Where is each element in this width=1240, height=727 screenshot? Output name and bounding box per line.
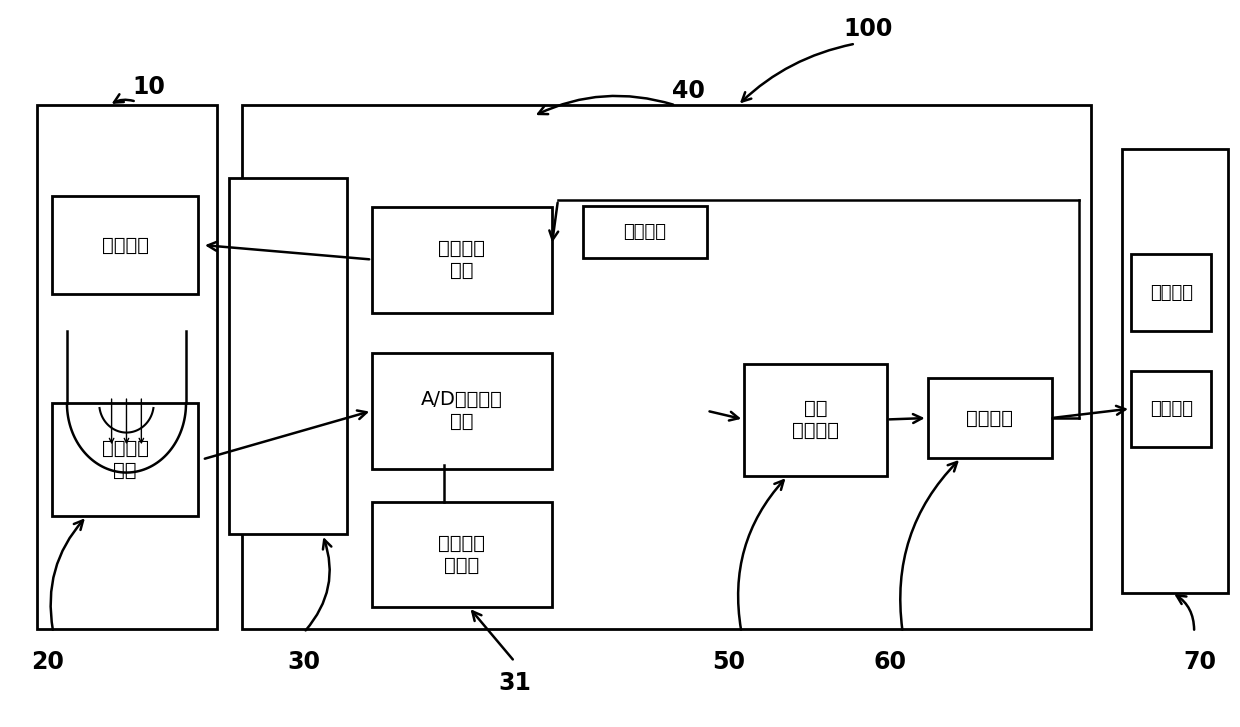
Text: 100: 100: [843, 17, 893, 41]
FancyBboxPatch shape: [52, 403, 198, 516]
Text: 信噪比优
化模块: 信噪比优 化模块: [439, 534, 485, 575]
Text: 31: 31: [498, 671, 531, 696]
FancyBboxPatch shape: [37, 105, 217, 629]
Text: 70: 70: [1184, 649, 1216, 674]
Text: 光电转换
单元: 光电转换 单元: [102, 439, 149, 481]
FancyBboxPatch shape: [52, 196, 198, 294]
FancyBboxPatch shape: [372, 207, 552, 313]
Text: 采样系统: 采样系统: [624, 223, 666, 241]
Text: 通讯单元: 通讯单元: [966, 409, 1013, 427]
FancyBboxPatch shape: [242, 105, 1091, 629]
Text: A/D模数转换
单元: A/D模数转换 单元: [420, 390, 503, 431]
Text: 显示单元: 显示单元: [1149, 400, 1193, 418]
Text: 50: 50: [713, 649, 745, 674]
FancyBboxPatch shape: [372, 353, 552, 469]
FancyBboxPatch shape: [1131, 371, 1211, 447]
Text: 算法
处理单元: 算法 处理单元: [792, 399, 838, 441]
FancyBboxPatch shape: [372, 502, 552, 607]
FancyBboxPatch shape: [928, 378, 1052, 458]
Text: 10: 10: [133, 75, 165, 100]
Text: 60: 60: [874, 649, 906, 674]
Text: 20: 20: [31, 649, 63, 674]
FancyBboxPatch shape: [353, 116, 707, 622]
Text: 驱动调节
单元: 驱动调节 单元: [439, 239, 485, 281]
Text: 其它单元: 其它单元: [1149, 284, 1193, 302]
Text: 发光单元: 发光单元: [102, 236, 149, 255]
Text: 40: 40: [672, 79, 704, 103]
FancyBboxPatch shape: [583, 206, 707, 258]
FancyBboxPatch shape: [744, 364, 887, 476]
FancyBboxPatch shape: [1131, 254, 1211, 331]
FancyBboxPatch shape: [229, 178, 347, 534]
Text: 30: 30: [288, 649, 320, 674]
FancyBboxPatch shape: [1122, 149, 1228, 593]
